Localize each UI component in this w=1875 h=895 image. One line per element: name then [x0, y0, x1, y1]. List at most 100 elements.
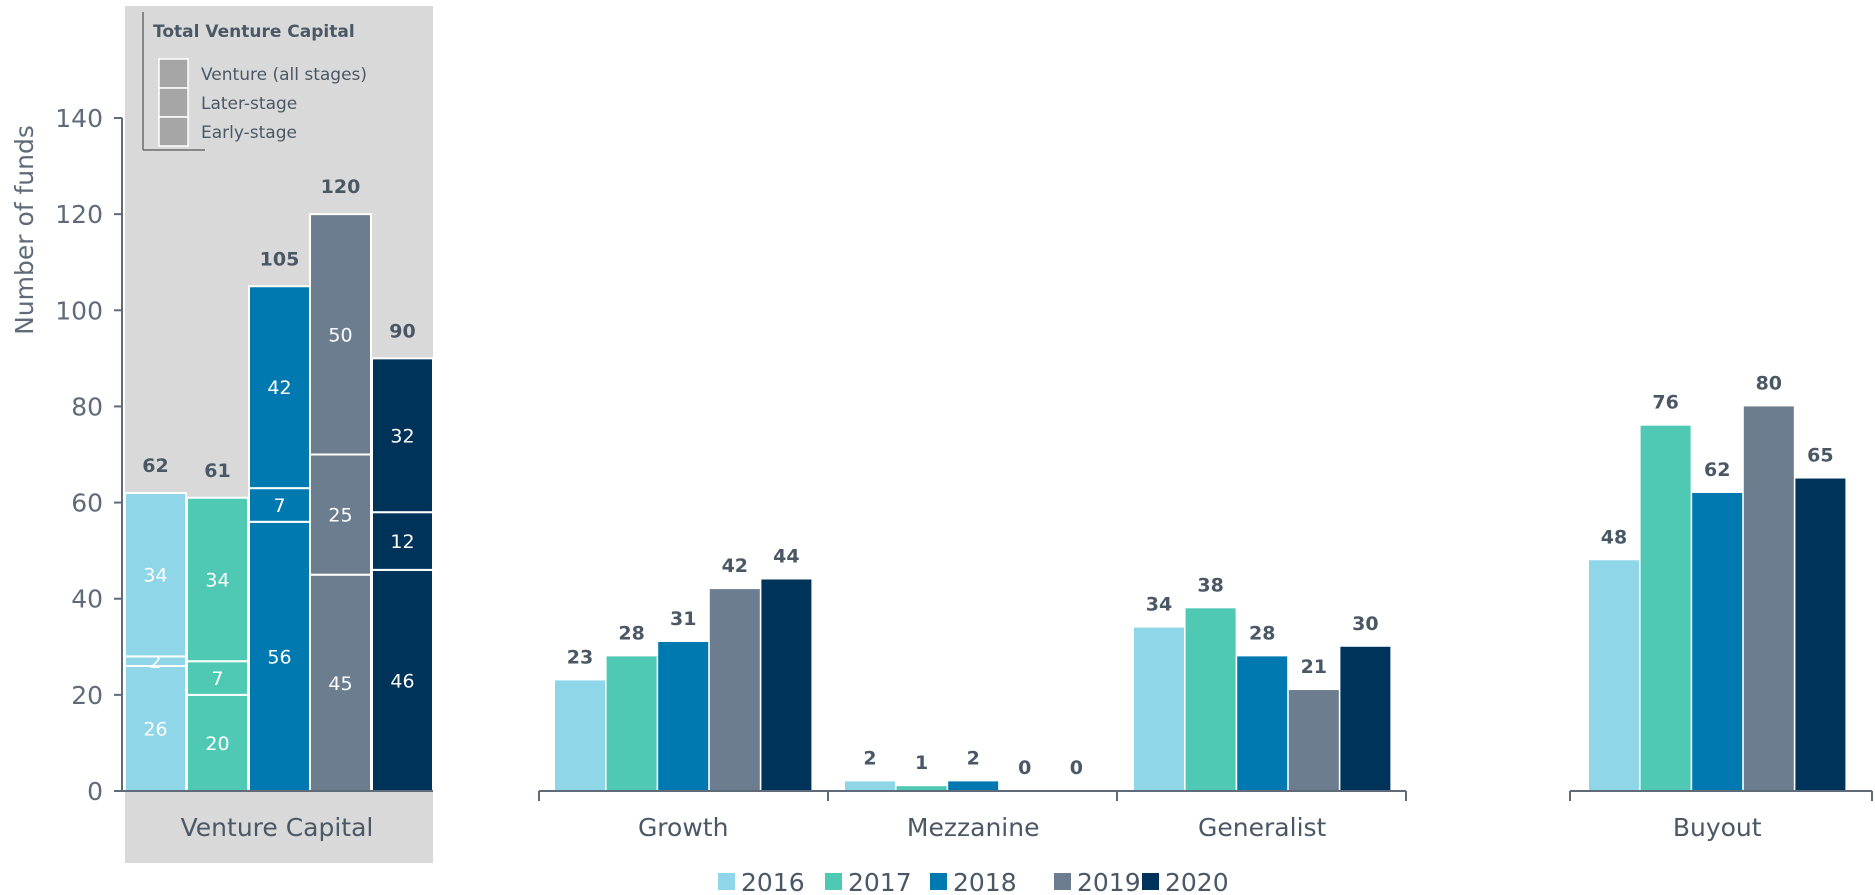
venture-segment-label: 46 — [390, 670, 414, 692]
bar-buyout-2017 — [1640, 425, 1691, 791]
bar-value-label: 28 — [618, 622, 644, 644]
bar-value-label: 38 — [1197, 574, 1223, 596]
venture-segment-label: 56 — [267, 646, 291, 668]
y-tick-label: 60 — [71, 489, 103, 518]
bar-growth-2017 — [606, 656, 657, 791]
bar-mezzanine-2017 — [896, 786, 947, 791]
bar-value-label: 21 — [1301, 656, 1327, 678]
bar-growth-2020 — [761, 579, 812, 791]
bar-buyout-2018 — [1692, 492, 1743, 791]
bar-growth-2016 — [555, 680, 605, 791]
venture-capital-section: Total Venture Capital Venture (all stages… — [122, 6, 434, 863]
y-tick-label: 140 — [55, 104, 103, 133]
venture-legend-swatch — [158, 87, 189, 118]
venture-segment-label: 26 — [143, 719, 167, 741]
bar-value-label: 2 — [863, 747, 876, 769]
legend-label-2018: 2018 — [953, 868, 1017, 895]
legend-label-2016: 2016 — [741, 868, 805, 895]
bar-value-label: 65 — [1807, 445, 1833, 467]
venture-bar-segment — [309, 453, 372, 576]
venture-total-label: 90 — [389, 320, 415, 342]
category-label-venture-capital: Venture Capital — [181, 813, 374, 842]
venture-total-label: 62 — [142, 455, 168, 477]
venture-segment-label: 34 — [205, 569, 229, 591]
bar-generalist-2018 — [1237, 656, 1288, 791]
venture-bar-segment — [248, 285, 311, 490]
bar-value-label: 62 — [1704, 459, 1730, 481]
legend-label-2020: 2020 — [1165, 868, 1229, 895]
category-label-generalist: Generalist — [1198, 813, 1326, 842]
category-label-growth: Growth — [638, 813, 729, 842]
category-label-mezzanine: Mezzanine — [907, 813, 1040, 842]
legend: 2016 2017 2018 2019 2020 — [718, 868, 1229, 895]
legend-swatch-2018 — [930, 873, 947, 890]
bar-value-label: 48 — [1601, 526, 1627, 548]
legend-label-2019: 2019 — [1077, 868, 1141, 895]
venture-segment-label: 20 — [205, 733, 229, 755]
bar-buyout-2019 — [1743, 406, 1794, 791]
venture-legend-swatch — [158, 58, 189, 89]
venture-bar-segment — [248, 520, 311, 792]
venture-segment-label: 25 — [328, 505, 352, 527]
bar-value-label: 1 — [915, 752, 928, 774]
venture-bar-segment — [248, 487, 311, 523]
y-tick-label: 120 — [55, 200, 103, 229]
venture-legend-title: Total Venture Capital — [153, 22, 355, 42]
legend-swatch-2019 — [1054, 873, 1071, 890]
bar-value-label: 44 — [773, 545, 799, 567]
venture-bar-segment — [186, 496, 249, 663]
venture-legend-item: Later-stage — [201, 94, 297, 114]
bar-value-label: 31 — [670, 608, 696, 630]
bar-generalist-2017 — [1185, 608, 1236, 791]
buyout-section: 48 76 62 80 65 Buyout — [1569, 372, 1873, 842]
y-axis: 0 20 40 60 80 100 120 140 — [55, 104, 123, 806]
legend-label-2017: 2017 — [848, 868, 912, 895]
venture-segment-label: 50 — [328, 324, 352, 346]
y-axis-label: Number of funds — [10, 125, 39, 335]
bar-generalist-2016 — [1134, 627, 1184, 791]
venture-legend-item: Venture (all stages) — [201, 65, 367, 85]
venture-segment-label: 7 — [211, 668, 223, 690]
bar-value-label: 42 — [722, 555, 748, 577]
venture-segment-label: 12 — [390, 531, 414, 553]
bar-value-label: 0 — [1070, 757, 1083, 779]
venture-segment-label: 32 — [390, 425, 414, 447]
venture-segment-label: 42 — [267, 377, 291, 399]
bar-generalist-2020 — [1340, 646, 1391, 791]
category-label-buyout: Buyout — [1673, 813, 1762, 842]
bar-growth-2018 — [658, 641, 709, 791]
venture-legend-item: Early-stage — [201, 123, 297, 143]
y-tick-label: 0 — [87, 777, 103, 806]
legend-swatch-2017 — [825, 873, 842, 890]
venture-total-label: 105 — [260, 248, 300, 270]
bar-value-label: 30 — [1352, 613, 1378, 635]
venture-segment-label: 7 — [273, 495, 285, 517]
venture-segment-label: 34 — [143, 565, 167, 587]
venture-segment-label: 45 — [328, 673, 352, 695]
venture-bar-segment — [371, 568, 434, 792]
venture-bar-segment — [371, 357, 434, 514]
bar-value-label: 34 — [1146, 594, 1172, 616]
y-tick-label: 20 — [71, 681, 103, 710]
y-tick-label: 100 — [55, 296, 103, 325]
venture-legend-swatch — [158, 116, 189, 147]
bar-value-label: 76 — [1652, 392, 1678, 414]
venture-total-label: 61 — [204, 460, 230, 482]
y-tick-label: 40 — [71, 585, 103, 614]
legend-swatch-2020 — [1142, 873, 1159, 890]
y-tick-label: 80 — [71, 392, 103, 421]
bar-value-label: 28 — [1249, 622, 1275, 644]
venture-capital-legend: Total Venture Capital Venture (all stages… — [142, 12, 367, 151]
legend-swatch-2016 — [718, 873, 735, 890]
venture-bar-segment — [309, 573, 372, 793]
bar-buyout-2016 — [1589, 560, 1639, 791]
bar-mezzanine-2018 — [948, 781, 999, 791]
bar-mezzanine-2016 — [845, 781, 895, 791]
bar-value-label: 23 — [567, 646, 593, 668]
bar-value-label: 2 — [967, 747, 980, 769]
bar-growth-2019 — [709, 589, 760, 791]
bar-buyout-2020 — [1795, 478, 1846, 791]
bar-value-label: 80 — [1756, 372, 1782, 394]
